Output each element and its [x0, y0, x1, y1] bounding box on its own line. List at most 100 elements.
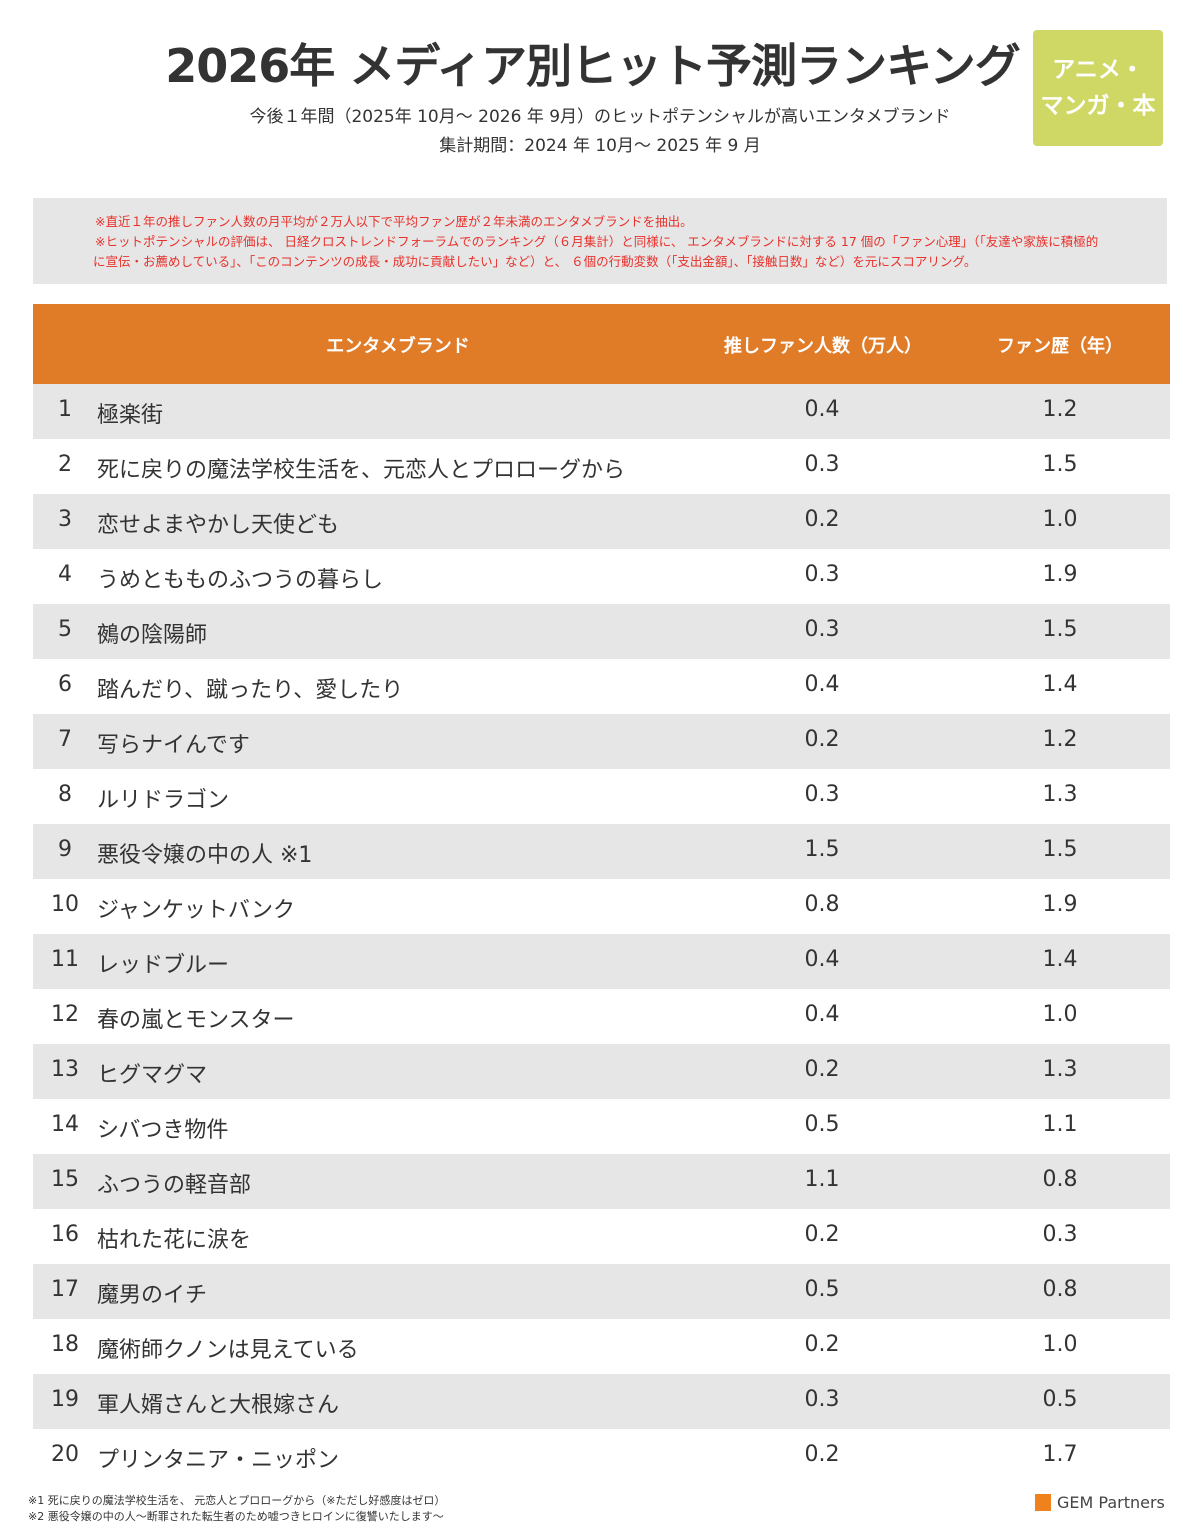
table-row: 7 写らナイんです 0.2 1.2	[33, 714, 1170, 769]
brand-name-cell: 踏んだり、蹴ったり、愛したり	[97, 678, 404, 703]
brand-name-cell: 死に戻りの魔法学校生活を、元恋人とプロローグから	[97, 458, 626, 483]
years-cell: 1.0	[1042, 507, 1078, 532]
brand-name-cell: 恋せよまやかし天使ども	[97, 513, 340, 538]
fans-cell: 0.2	[804, 1057, 840, 1082]
table-row: 8 ルリドラゴン 0.3 1.3	[33, 769, 1170, 824]
table-header: エンタメブランド 推しファン人数（万人） ファン歴（年）	[33, 304, 1170, 384]
brand-name-cell: 魔術師クノンは見えている	[97, 1338, 359, 1363]
rank-cell: 10	[51, 892, 79, 917]
table-row: 2 死に戻りの魔法学校生活を、元恋人とプロローグから 0.3 1.5	[33, 439, 1170, 494]
years-cell: 1.4	[1042, 672, 1078, 697]
years-cell: 1.7	[1042, 1442, 1078, 1467]
rank-cell: 4	[58, 562, 72, 587]
category-line1: アニメ・	[1052, 57, 1144, 83]
column-brand: エンタメブランド	[326, 336, 470, 357]
years-cell: 1.0	[1042, 1002, 1078, 1027]
fans-cell: 0.4	[804, 1002, 840, 1027]
table-row: 11 レッドブルー 0.4 1.4	[33, 934, 1170, 989]
fans-cell: 0.2	[804, 1442, 840, 1467]
table-row: 16 枯れた花に涙を 0.2 0.3	[33, 1209, 1170, 1264]
fans-cell: 0.3	[804, 782, 840, 807]
rank-cell: 19	[51, 1387, 79, 1412]
fans-cell: 0.4	[804, 397, 840, 422]
rank-cell: 18	[51, 1332, 79, 1357]
fans-cell: 0.3	[804, 452, 840, 477]
gem-partners-logo: GEM Partners	[1035, 1493, 1165, 1512]
years-cell: 0.8	[1042, 1277, 1078, 1302]
table-row: 4 うめともものふつうの暮らし 0.3 1.9	[33, 549, 1170, 604]
table-row: 3 恋せよまやかし天使ども 0.2 1.0	[33, 494, 1170, 549]
years-cell: 1.9	[1042, 892, 1078, 917]
logo-mark-icon	[1035, 1494, 1051, 1511]
fans-cell: 0.4	[804, 672, 840, 697]
years-cell: 1.3	[1042, 782, 1078, 807]
rank-cell: 2	[58, 452, 72, 477]
fans-cell: 0.2	[804, 727, 840, 752]
rank-cell: 5	[58, 617, 72, 642]
fans-cell: 0.2	[804, 507, 840, 532]
years-cell: 1.0	[1042, 1332, 1078, 1357]
note-2: ※ヒットポテンシャルの評価は、 日経クロストレンドフォーラムでのランキング（６月…	[95, 234, 1099, 249]
table-row: 13 ヒグマグマ 0.2 1.3	[33, 1044, 1170, 1099]
rank-cell: 9	[58, 837, 72, 862]
fans-cell: 0.2	[804, 1332, 840, 1357]
years-cell: 1.9	[1042, 562, 1078, 587]
table-row: 17 魔男のイチ 0.5 0.8	[33, 1264, 1170, 1319]
brand-name-cell: 極楽街	[97, 403, 164, 428]
brand-name-cell: うめともものふつうの暮らし	[97, 568, 384, 593]
rank-cell: 8	[58, 782, 72, 807]
years-cell: 1.4	[1042, 947, 1078, 972]
table-row: 1 極楽街 0.4 1.2	[33, 384, 1170, 439]
fans-cell: 0.5	[804, 1277, 840, 1302]
fans-cell: 1.1	[804, 1167, 840, 1192]
rank-cell: 1	[58, 397, 72, 422]
rank-cell: 20	[51, 1442, 79, 1467]
years-cell: 1.3	[1042, 1057, 1078, 1082]
table-row: 20 プリンタニア・ニッポン 0.2 1.7	[33, 1429, 1170, 1484]
column-fans: 推しファン人数（万人）	[724, 336, 922, 357]
brand-name-cell: 春の嵐とモンスター	[97, 1008, 295, 1033]
years-cell: 1.2	[1042, 727, 1078, 752]
brand-name-cell: 悪役令嬢の中の人 ※1	[97, 843, 313, 868]
brand-name-cell: ルリドラゴン	[97, 788, 230, 813]
years-cell: 0.5	[1042, 1387, 1078, 1412]
table-row: 6 踏んだり、蹴ったり、愛したり 0.4 1.4	[33, 659, 1170, 714]
years-cell: 1.5	[1042, 452, 1078, 477]
brand-name-cell: 魔男のイチ	[97, 1283, 208, 1308]
fans-cell: 0.8	[804, 892, 840, 917]
fans-cell: 0.2	[804, 1222, 840, 1247]
rank-cell: 3	[58, 507, 72, 532]
brand-name-cell: 鵺の陰陽師	[97, 623, 208, 648]
logo-text: GEM Partners	[1057, 1493, 1165, 1512]
brand-name-cell: 枯れた花に涙を	[97, 1228, 252, 1253]
footnote-2: ※2 悪役令嬢の中の人～断罪された転生者のため嘘つきヒロインに復讐いたします～	[28, 1510, 444, 1523]
rank-cell: 7	[58, 727, 72, 752]
table-row: 5 鵺の陰陽師 0.3 1.5	[33, 604, 1170, 659]
notes-box: ※直近１年の推しファン人数の月平均が２万人以下で平均ファン歴が２年未満のエンタメ…	[33, 198, 1167, 284]
fans-cell: 0.3	[804, 617, 840, 642]
brand-name-cell: ジャンケットバンク	[97, 898, 296, 923]
fans-cell: 0.5	[804, 1112, 840, 1137]
years-cell: 1.5	[1042, 617, 1078, 642]
table-row: 14 シバつき物件 0.5 1.1	[33, 1099, 1170, 1154]
period: 集計期間：2024 年 10月～ 2025 年 9 月	[439, 136, 761, 156]
table-row: 15 ふつうの軽音部 1.1 0.8	[33, 1154, 1170, 1209]
rank-cell: 11	[51, 947, 79, 972]
table-row: 12 春の嵐とモンスター 0.4 1.0	[33, 989, 1170, 1044]
column-years: ファン歴（年）	[997, 336, 1123, 357]
table-row: 9 悪役令嬢の中の人 ※1 1.5 1.5	[33, 824, 1170, 879]
fans-cell: 0.3	[804, 1387, 840, 1412]
table-row: 18 魔術師クノンは見えている 0.2 1.0	[33, 1319, 1170, 1374]
rank-cell: 17	[51, 1277, 79, 1302]
page-title: 2026年 メディア別ヒット予測ランキング	[165, 39, 1020, 93]
rank-cell: 12	[51, 1002, 79, 1027]
table-row: 19 軍人婿さんと大根嫁さん 0.3 0.5	[33, 1374, 1170, 1429]
fans-cell: 0.3	[804, 562, 840, 587]
brand-name-cell: 軍人婿さんと大根嫁さん	[97, 1393, 340, 1418]
brand-name-cell: ふつうの軽音部	[97, 1173, 252, 1198]
table-row: 10 ジャンケットバンク 0.8 1.9	[33, 879, 1170, 934]
footnote-1: ※1 死に戻りの魔法学校生活を、 元恋人とプロローグから（※ただし好感度はゼロ）	[28, 1494, 446, 1507]
rank-cell: 15	[51, 1167, 79, 1192]
fans-cell: 1.5	[804, 837, 840, 862]
fans-cell: 0.4	[804, 947, 840, 972]
